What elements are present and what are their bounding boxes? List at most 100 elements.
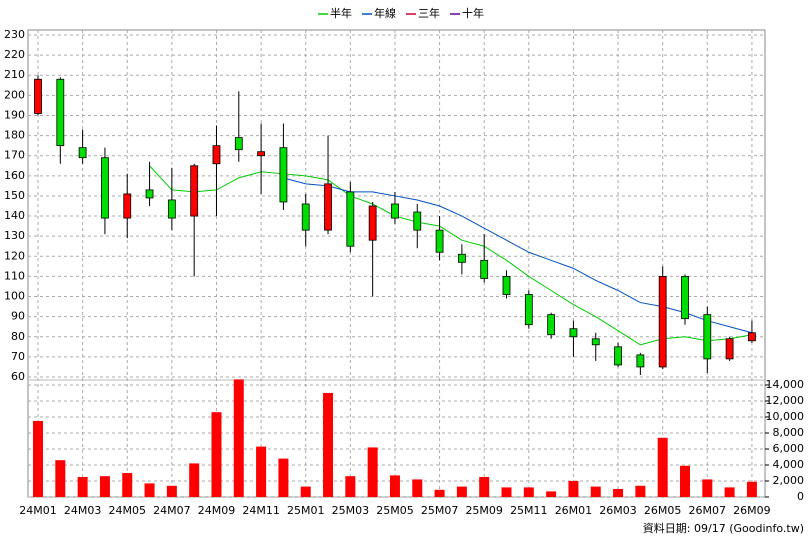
volume-bar	[635, 485, 646, 497]
x-tick-label: 25M01	[287, 504, 325, 517]
volume-bar	[479, 477, 490, 497]
y-tick-label: 110	[4, 269, 25, 282]
x-tick-label: 24M03	[64, 504, 102, 517]
candle-body	[569, 328, 578, 338]
legend-label: 三年	[418, 6, 440, 20]
legend-label: 十年	[462, 6, 484, 20]
volume-tick-label: 14,000	[766, 378, 805, 391]
candle-body	[391, 203, 399, 219]
volume-bar	[345, 476, 356, 497]
candle-body	[78, 147, 87, 159]
volume-bar	[233, 379, 244, 497]
candle-body	[324, 183, 332, 231]
legend-label: 年線	[374, 6, 396, 20]
candle-body	[658, 276, 667, 368]
volume-bar	[211, 412, 222, 497]
candle-body	[502, 276, 511, 295]
volume-bar	[546, 491, 557, 497]
x-tick-label: 25M09	[465, 504, 503, 517]
y-tick-label: 70	[11, 350, 25, 363]
y-tick-label: 140	[4, 209, 25, 222]
candle-body	[614, 346, 622, 366]
x-tick-label: 24M07	[153, 504, 191, 517]
y-tick-label: 90	[11, 310, 25, 323]
y-tick-label: 230	[4, 28, 25, 41]
x-tick-label: 25M07	[421, 504, 459, 517]
volume-bar	[456, 486, 467, 497]
candle-body	[145, 189, 154, 199]
volume-bar	[323, 393, 334, 497]
volume-tick-label: 0	[797, 490, 804, 503]
candle-body	[547, 314, 556, 336]
candle-body	[190, 165, 199, 217]
candle-body	[591, 338, 600, 346]
y-tick-label: 200	[4, 88, 25, 101]
volume-bar	[523, 487, 534, 497]
candle-body	[34, 78, 42, 114]
volume-bar	[501, 487, 512, 497]
x-tick-label: 25M03	[332, 504, 370, 517]
volume-tick-label: 8,000	[773, 426, 805, 439]
candle-body	[101, 157, 109, 219]
candle-body	[725, 338, 734, 360]
volume-bar	[122, 473, 133, 497]
volume-bar	[613, 489, 624, 497]
volume-bar	[434, 489, 445, 497]
candle-body	[346, 191, 355, 247]
volume-bar	[568, 481, 579, 497]
volume-tick-label: 2,000	[773, 474, 805, 487]
candle-body	[279, 147, 288, 203]
y-tick-label: 180	[4, 129, 25, 142]
volume-bar	[55, 460, 66, 497]
candle-body	[56, 78, 65, 147]
candle-body	[524, 294, 533, 326]
y-tick-label: 100	[4, 290, 25, 303]
x-tick-label: 26M09	[733, 504, 771, 517]
candle-body	[234, 137, 243, 151]
volume-bar	[724, 487, 735, 497]
candle-body	[167, 199, 176, 219]
y-tick-label: 130	[4, 229, 25, 242]
candle-body	[681, 276, 689, 320]
volume-bar	[77, 477, 88, 497]
candle-body	[748, 332, 756, 342]
volume-tick-label: 12,000	[766, 394, 805, 407]
volume-bar	[746, 481, 757, 497]
legend-label: 半年	[330, 6, 352, 20]
candle-body	[212, 145, 221, 165]
volume-bar	[300, 486, 311, 497]
volume-bar	[590, 486, 601, 497]
y-tick-label: 150	[4, 189, 25, 202]
volume-bar	[657, 437, 668, 497]
volume-bar	[278, 458, 289, 497]
candle-body	[435, 229, 444, 253]
candle-body	[301, 203, 310, 231]
volume-bar	[99, 476, 110, 497]
volume-bar	[702, 479, 713, 497]
x-tick-label: 26M03	[599, 504, 637, 517]
x-tick-label: 26M01	[555, 504, 593, 517]
plot-frame	[27, 29, 766, 498]
x-tick-label: 24M05	[108, 504, 146, 517]
volume-bar	[389, 475, 400, 497]
candle-body	[636, 354, 645, 368]
volume-bar	[367, 447, 378, 497]
y-tick-label: 220	[4, 48, 25, 61]
volume-tick-label: 6,000	[773, 442, 805, 455]
ma-line	[149, 165, 753, 346]
volume-bar	[166, 485, 177, 497]
candle-body	[123, 193, 132, 219]
candle-body	[257, 151, 266, 157]
y-tick-label: 170	[4, 149, 25, 162]
candle-body	[368, 205, 377, 241]
footnote: 資料日期: 09/17 (Goodinfo.tw)	[643, 521, 804, 535]
y-tick-label: 210	[4, 68, 25, 81]
volume-bar	[256, 446, 267, 497]
volume-bar	[144, 483, 155, 497]
volume-tick-label: 4,000	[773, 458, 805, 471]
x-tick-label: 25M05	[376, 504, 414, 517]
candle-body	[457, 253, 466, 263]
y-tick-label: 190	[4, 108, 25, 121]
